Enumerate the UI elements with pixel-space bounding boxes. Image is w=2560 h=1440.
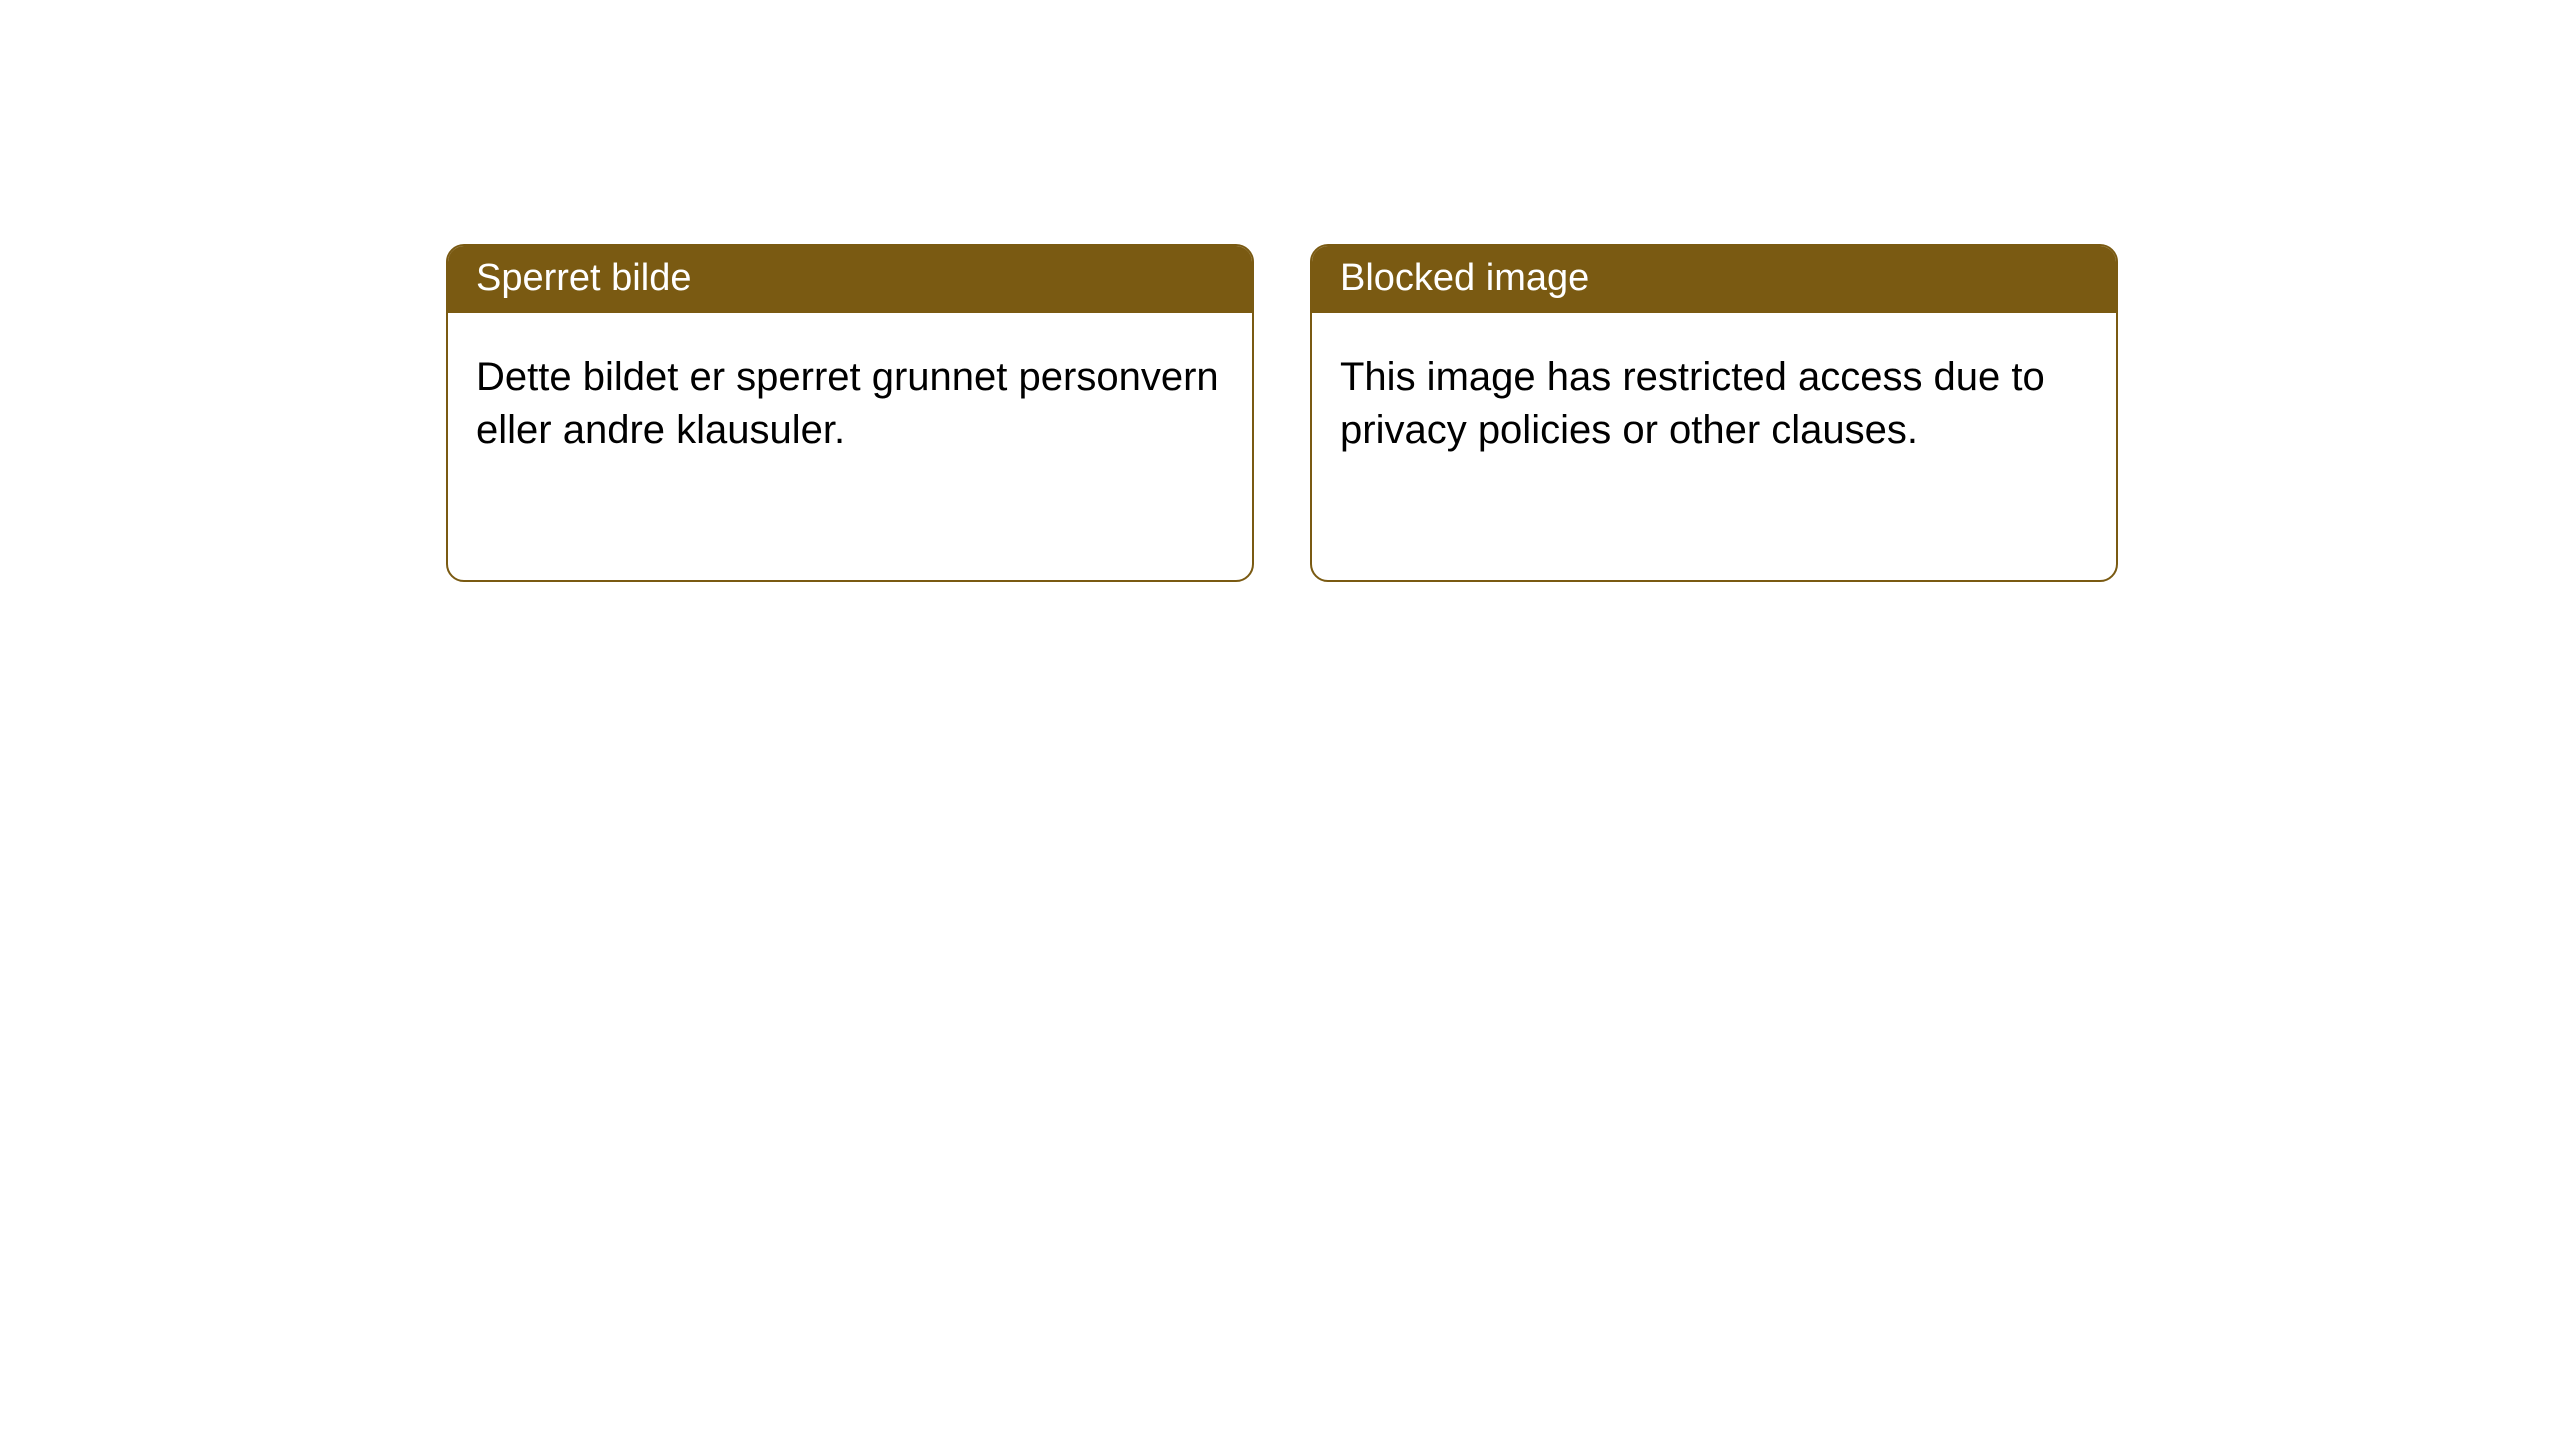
notice-title-english: Blocked image <box>1312 246 2116 313</box>
notice-container: Sperret bilde Dette bildet er sperret gr… <box>0 0 2560 582</box>
notice-card-english: Blocked image This image has restricted … <box>1310 244 2118 582</box>
notice-title-norwegian: Sperret bilde <box>448 246 1252 313</box>
notice-body-norwegian: Dette bildet er sperret grunnet personve… <box>448 313 1252 485</box>
notice-card-norwegian: Sperret bilde Dette bildet er sperret gr… <box>446 244 1254 582</box>
notice-body-english: This image has restricted access due to … <box>1312 313 2116 485</box>
